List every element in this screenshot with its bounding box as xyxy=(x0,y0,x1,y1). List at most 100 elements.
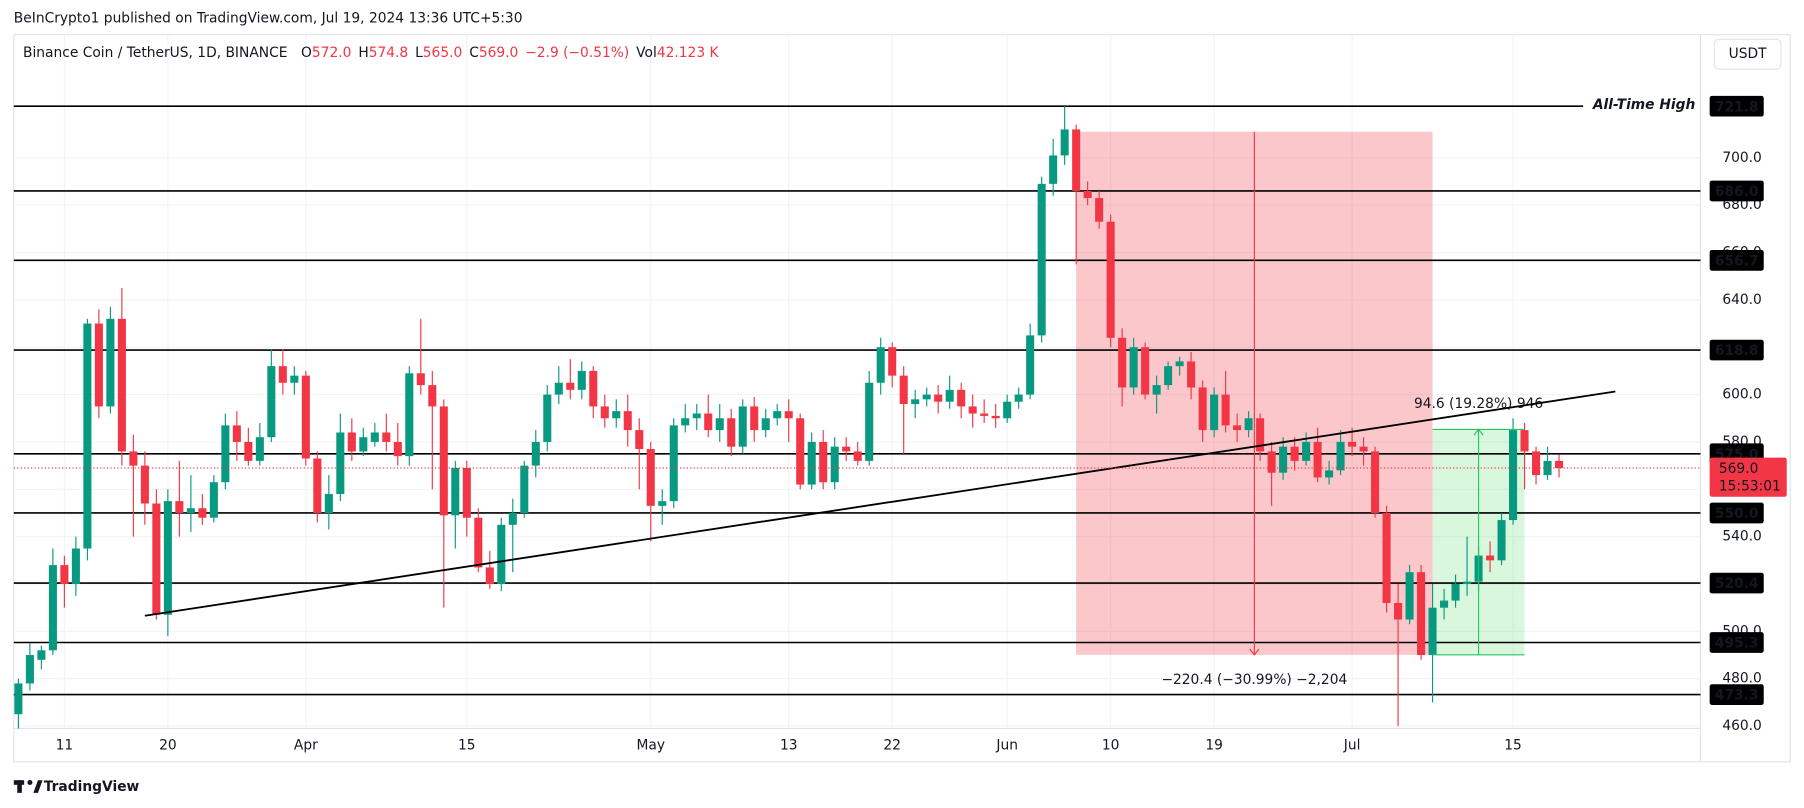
logo-mark xyxy=(17,780,22,793)
candle-body xyxy=(1141,347,1150,395)
last-price-label: 569.0 xyxy=(1719,461,1759,477)
candle-body xyxy=(911,399,920,405)
y-tick-label: 460.0 xyxy=(1722,718,1762,734)
candle-body xyxy=(1313,441,1322,478)
candle-body xyxy=(784,411,793,419)
candle-body xyxy=(715,418,724,431)
candle-body xyxy=(1003,401,1012,419)
candle-body xyxy=(198,508,207,518)
x-tick-label: 19 xyxy=(1205,738,1223,754)
candle-body xyxy=(1509,430,1518,521)
candle-body xyxy=(1187,361,1196,388)
candle-body xyxy=(1037,183,1046,336)
candle-body xyxy=(1060,129,1069,156)
candle-body xyxy=(60,565,69,585)
candle-body xyxy=(1233,425,1242,431)
candle-body xyxy=(1486,555,1495,561)
candle-body xyxy=(761,418,770,431)
candle-body xyxy=(922,394,931,400)
level-label-bg xyxy=(1709,684,1764,705)
candle-body xyxy=(94,323,103,407)
candle-body xyxy=(497,524,506,585)
x-tick-label: Jul xyxy=(1343,738,1361,754)
level-label: 721.8 xyxy=(1715,99,1759,115)
logo-mark xyxy=(27,779,33,786)
ath-label: All-Time High xyxy=(1592,97,1696,113)
candle-body xyxy=(1497,520,1506,561)
level-label: 656.7 xyxy=(1715,253,1759,269)
candle-body xyxy=(1336,441,1345,471)
candle-body xyxy=(888,347,897,376)
candle-body xyxy=(382,432,391,442)
candle-body xyxy=(1555,460,1564,468)
candle-body xyxy=(957,389,966,407)
candle-body xyxy=(1164,366,1173,386)
candle-body xyxy=(635,430,644,450)
candle-body xyxy=(566,382,575,390)
candle-body xyxy=(37,650,46,660)
x-tick-label: 15 xyxy=(458,738,476,754)
candle-body xyxy=(1256,418,1265,452)
currency[interactable]: USDT xyxy=(1729,46,1767,62)
candle-body xyxy=(692,413,701,419)
legend-value: 574.8 xyxy=(369,45,409,61)
candle-body xyxy=(1014,394,1023,402)
candle-body xyxy=(681,418,690,426)
currency-button[interactable] xyxy=(1713,38,1782,70)
x-tick-label: Apr xyxy=(294,738,318,754)
candle-body xyxy=(347,432,356,452)
candle-body xyxy=(221,425,230,483)
candle-body xyxy=(1083,190,1092,199)
candle-body xyxy=(612,411,621,419)
legend-change: −2.9 (−0.51%) xyxy=(525,45,629,61)
candle-body xyxy=(865,382,874,461)
y-tick-label: 600.0 xyxy=(1722,387,1762,403)
trendline xyxy=(144,390,1616,617)
candle-body xyxy=(244,441,253,461)
candle-body xyxy=(508,512,517,525)
logo-mark xyxy=(33,780,43,793)
candle-body xyxy=(669,425,678,502)
candle-body xyxy=(1221,394,1230,426)
candle-body xyxy=(129,451,138,466)
candle-body xyxy=(807,441,816,485)
candle-body xyxy=(405,373,414,457)
candle-body xyxy=(1428,607,1437,656)
candle-body xyxy=(853,451,862,461)
candle-body xyxy=(796,418,805,485)
arrow-head xyxy=(1249,648,1260,656)
candle-body xyxy=(439,406,448,516)
candle-body xyxy=(1049,155,1058,184)
short-label: −220.4 (−30.99%) −2,204 xyxy=(1161,672,1347,688)
candle-body xyxy=(531,441,540,466)
candle-body xyxy=(474,517,483,568)
candle-body xyxy=(1279,446,1288,473)
legend-key: O xyxy=(301,45,312,61)
candle-body xyxy=(1543,460,1552,476)
candle-body xyxy=(1129,347,1138,388)
candle-body xyxy=(738,406,747,447)
candle-body xyxy=(140,465,149,504)
candle-body xyxy=(554,382,563,395)
candle-body xyxy=(819,441,828,483)
x-tick-label: 10 xyxy=(1102,738,1120,754)
y-tick-label: 700.0 xyxy=(1722,150,1762,166)
candle-body xyxy=(209,482,218,518)
candle-body xyxy=(1302,441,1311,461)
candle-body xyxy=(750,406,759,431)
candle-body xyxy=(1325,470,1334,478)
candle-body xyxy=(646,449,655,506)
candle-body xyxy=(1267,451,1276,473)
candle-body xyxy=(589,370,598,407)
legend-value: 565.0 xyxy=(423,45,462,61)
frame xyxy=(13,34,1791,763)
y-tick-label: 640.0 xyxy=(1722,292,1762,308)
level-label-bg xyxy=(1709,95,1764,117)
candle-body xyxy=(14,683,23,715)
level-label-bg xyxy=(1709,632,1764,653)
legend-key: C xyxy=(469,45,479,61)
footer-logo xyxy=(13,779,43,793)
candle-body xyxy=(428,385,437,407)
